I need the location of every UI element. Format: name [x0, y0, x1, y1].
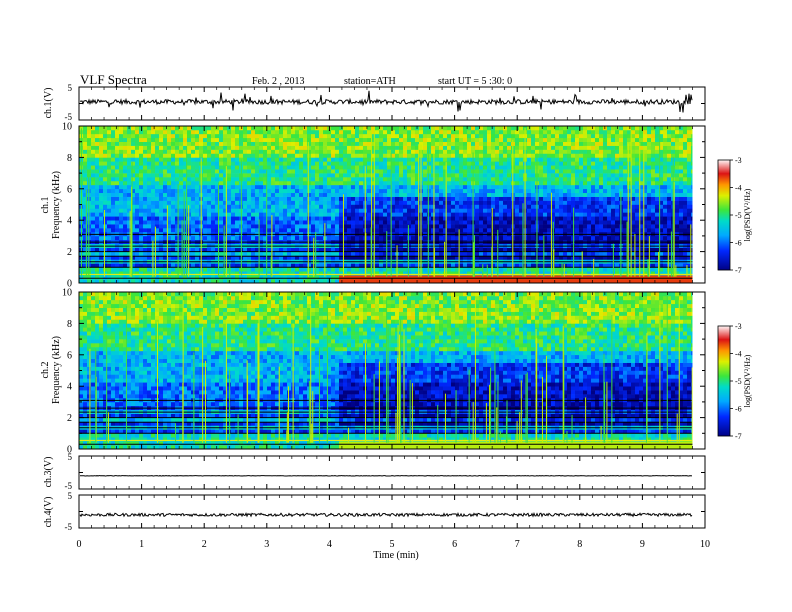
ch1-waveform-panel: 5 -5 ch.1(V): [43, 83, 706, 122]
start-time-label: start UT = 5 :30: 0: [438, 76, 512, 87]
ch1-colorbar-tick-label--7: -7: [735, 266, 742, 275]
ch2-spec-ytick-label-2: 2: [67, 413, 72, 424]
ch1-spec-ytick-label-0: 0: [67, 279, 72, 290]
ch1-colorbar-tick-label--4: -4: [735, 184, 742, 193]
ch2-colorbar-tick-label--5: -5: [735, 377, 742, 386]
ch4-waveform-line: [79, 511, 693, 518]
ch2-colorbar-label: log(PSD(V²/Hz): [743, 354, 752, 407]
ch4-ytick-bottom: -5: [65, 522, 73, 532]
ch2-spec-ytick-label-0: 0: [67, 445, 72, 456]
ch1-ytick-top: 5: [68, 83, 73, 93]
x-tick-label-2: 2: [202, 539, 207, 550]
ch1-colorbar-tick-label--5: -5: [735, 211, 742, 220]
ch2-colorbar-tick-label--7: -7: [735, 432, 742, 441]
ch1-spec-ytick-label-6: 6: [67, 184, 72, 195]
ch1-spec-ytick-label-8: 8: [67, 153, 72, 164]
station-label: station=ATH: [344, 76, 396, 87]
x-tick-label-4: 4: [327, 539, 332, 550]
ch1-colorbar-label: log(PSD(V²/Hz): [743, 188, 752, 241]
ch1-waveform-line: [79, 90, 693, 113]
ch2-spectrogram-image: [79, 292, 705, 450]
ch2-colorbar-tick-label--6: -6: [735, 405, 742, 414]
x-tick-label-6: 6: [452, 539, 457, 550]
x-tick-label-1: 1: [139, 539, 144, 550]
ch2-colorbar-tick-label--3: -3: [735, 322, 742, 331]
x-tick-label-10: 10: [700, 539, 710, 550]
ch1-spec-ytick-label-2: 2: [67, 247, 72, 258]
ch1-waveform-ylabel: ch.1(V): [43, 88, 54, 119]
x-tick-label-5: 5: [390, 539, 395, 550]
ch1-spectrogram-ylabel: Frequency (kHz): [51, 171, 62, 239]
x-tick-label-0: 0: [77, 539, 82, 550]
x-axis-tick-labels: 0 1 2 3 4 5 6 7 8 9 10: [77, 539, 711, 550]
ch2-spec-ytick-label-10: 10: [62, 288, 72, 299]
ch4-waveform-ylabel: ch.4(V): [43, 497, 54, 528]
ch3-waveform-ylabel: ch.3(V): [43, 457, 54, 488]
ch2-spectrogram-ylabel: Frequency (kHz): [51, 336, 62, 404]
ch1-spec-ytick-label-10: 10: [62, 122, 72, 133]
x-tick-label-3: 3: [264, 539, 269, 550]
ch1-spectrogram-no-data: [692, 126, 705, 283]
ch4-waveform-panel: 5 -5 ch.4(V): [43, 491, 706, 532]
ch4-waveform-series: [79, 511, 693, 518]
figure-title: VLF Spectra: [80, 72, 147, 87]
x-tick-label-7: 7: [515, 539, 520, 550]
x-axis-label: Time (min): [373, 550, 418, 561]
ch4-ytick-top: 5: [68, 491, 73, 501]
x-tick-label-9: 9: [640, 539, 645, 550]
ch2-spectrogram-panel: 0 2 4 6 8 10 ch.2 Frequency (kHz) -3 -4 -5 -6 -7 l…: [40, 288, 752, 456]
ch3-waveform-panel: 5 -5 ch.3(V): [43, 452, 706, 491]
ch1-spectrogram-panel: 0 2 4 6 8 10 ch.1 Frequency (kHz) -3 -4 -5 -6 -7 l…: [40, 122, 752, 290]
ch2-spectrogram-no-data: [692, 292, 705, 449]
x-tick-label-8: 8: [577, 539, 582, 550]
ch2-spec-ytick-label-6: 6: [67, 350, 72, 361]
ch1-colorbar-tick-label--3: -3: [735, 156, 742, 165]
ch1-waveform-series: [79, 90, 693, 113]
ch1-spec-ytick-label-4: 4: [67, 216, 72, 227]
ch2-spec-ytick-label-4: 4: [67, 382, 72, 393]
ch1-colorbar: -3 -4 -5 -6 -7 log(PSD(V²/Hz): [717, 156, 752, 275]
ch2-spectrogram-cells: [79, 292, 696, 450]
ch2-spectrogram-channel-label: ch.2: [40, 362, 51, 379]
ch1-colorbar-tick-label--6: -6: [735, 239, 742, 248]
ch2-colorbar-tick-label--4: -4: [735, 350, 742, 359]
date-label: Feb. 2 , 2013: [252, 76, 305, 87]
ch1-spectrogram-channel-label: ch.1: [40, 197, 51, 214]
ch1-ytick-bottom: -5: [65, 112, 73, 122]
ch3-ytick-top: 5: [68, 452, 73, 462]
ch1-spectrogram-image: [79, 126, 705, 284]
ch2-spec-ytick-label-8: 8: [67, 319, 72, 330]
ch2-colorbar: -3 -4 -5 -6 -7 log(PSD(V²/Hz): [717, 322, 752, 441]
ch3-ytick-bottom: -5: [65, 481, 73, 491]
